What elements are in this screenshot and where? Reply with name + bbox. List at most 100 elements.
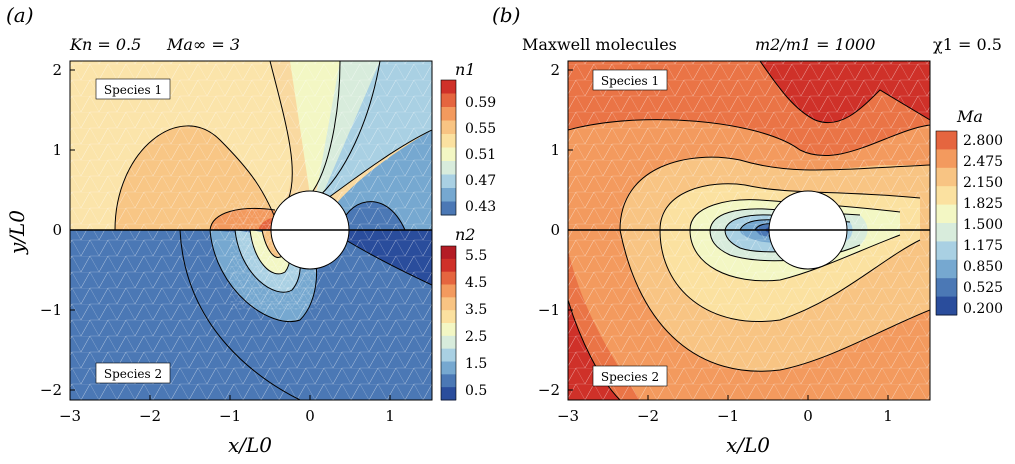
panel-a-ytick: −1 [40,301,62,319]
panel-a-colorbar-n2-swatch [441,335,456,350]
panel-a-colorbar-n1: n1 0.59 0.55 0.51 0.47 0.43 [440,60,496,216]
panel-a-mach-caption: Ma∞ = 3 [166,35,240,54]
panel-b-species2-label-box [592,365,668,387]
panel-a-colorbar-n2-swatch [441,258,456,273]
panel-a: (a) Kn = 0.5 Ma∞ = 3 [5,3,496,457]
panel-a-colorbar-n1-tick: 0.51 [465,147,496,163]
panel-a-xtick: −1 [219,407,241,425]
panel-b-colorbar-ma-swatches [936,131,957,316]
panel-a-label: (a) [6,3,34,27]
panel-a-colorbar-n2-swatch [441,348,456,362]
panel-a-colorbar-n1-swatch [441,201,456,216]
panel-b-colorbar-ma-tick: 2.475 [963,154,1003,170]
panel-a-ytick: 0 [52,221,62,239]
panel-b-colorbar-ma: Ma 2.800 2.475 2.150 1.825 1.500 1.175 0… [935,107,1003,317]
panel-b-x-axis-label: x/L0 [726,433,770,457]
panel-a-colorbar-n1-swatch [441,120,456,135]
panel-b-label: (b) [492,3,520,27]
panel-b-colorbar-ma-swatch [936,241,957,261]
panel-a-colorbar-n2-swatch [441,374,456,388]
panel-b-colorbar-ma-swatch [936,131,957,150]
panel-b-colorbar-ma-tick: 0.850 [963,259,1003,275]
panel-a-colorbar-n1-swatch [441,107,456,121]
panel-a-colorbar-n2: n2 5.5 4.5 3.5 2.5 1.5 0.5 [440,225,487,401]
panel-a-ytick: 2 [52,61,62,79]
panel-a-colorbar-n2-swatch [441,323,456,337]
panel-b-colorbar-ma-swatch [936,296,957,316]
panel-a-knudsen-caption: Kn = 0.5 [69,35,141,54]
panel-b-colorbar-ma-tick: 0.200 [963,301,1003,317]
panel-a-plot-area [70,61,432,400]
panel-a-colorbar-n2-tick: 1.5 [465,356,487,372]
panel-b-colorbar-ma-swatch [936,204,957,224]
panel-b-colorbar-ma-tick: 1.175 [963,238,1003,254]
panel-a-x-axis: −3 −2 −1 0 1 [59,395,395,425]
panel-a-xtick: −3 [59,407,81,425]
panel-b-mass-caption: m2/m1 = 1000 [755,35,875,54]
panel-b-ytick: 0 [550,221,560,239]
panel-a-colorbar-n2-swatch [441,284,456,298]
panel-b-contour-lines [568,61,930,400]
panel-a-xtick: −2 [139,407,161,425]
panel-a-ytick: 1 [52,141,62,159]
panel-a-colorbar-n2-swatch [441,271,456,285]
panel-a-species2-label-box [95,362,171,384]
panel-a-colorbar-n2-swatch [441,361,456,375]
panel-a-colorbar-n1-tick: 0.47 [465,173,496,189]
panel-a-y-axis: 2 1 0 −1 −2 [40,61,75,399]
panel-b-ytick: 2 [550,61,560,79]
panel-b-colorbar-ma-swatch [936,186,957,206]
panel-b-ytick: −1 [538,301,560,319]
panel-a-colorbar-n1-swatch [441,161,456,175]
panel-b-colorbar-ma-tick: 1.825 [963,196,1003,212]
panel-a-colorbar-n2-tick: 5.5 [465,248,487,264]
panel-a-colorbar-n2-tick: 0.5 [465,383,487,399]
panel-b-colorbar-ma-swatch [936,278,957,298]
panel-a-colorbar-n2-swatch [441,246,456,260]
panel-a-colorbar-n2-tick: 3.5 [465,302,487,318]
panel-b-colorbar-ma-swatch [936,223,957,242]
panel-a-xtick: 0 [305,407,315,425]
panel-b-chi-caption: χ1 = 0.5 [933,35,1002,54]
panel-a-colorbar-n1-swatch [441,174,456,189]
panel-a-colorbar-n1-swatches [441,80,456,216]
panel-b-ytick: −2 [538,381,560,399]
panel-a-y-axis-label: y/L0 [5,210,29,255]
panel-a-colorbar-n2-swatch [441,297,456,311]
panel-a-colorbar-n1-swatch [441,80,456,94]
panel-b-species1-label: Species 1 [601,74,659,88]
panel-b-xtick: 0 [803,407,813,425]
panel-b-colorbar-ma-tick: 2.800 [963,133,1003,149]
panel-b: (b) Maxwell molecules m2/m1 = 1000 χ1 = … [492,3,1003,457]
panel-b-y-axis: 2 1 0 −1 −2 [538,61,573,399]
panel-a-colorbar-n1-tick: 0.43 [465,199,496,215]
panel-a-colorbar-n2-swatch [441,387,456,401]
panel-b-plot-area [568,61,930,400]
panel-a-colorbar-n1-tick: 0.59 [465,95,496,111]
panel-b-colorbar-ma-swatch [936,259,957,279]
panel-a-colorbar-n1-title: n1 [455,60,475,79]
panel-a-colorbar-n1-swatch [441,134,456,148]
panel-a-x-axis-label: x/L0 [228,433,272,457]
panel-b-species1-label-box [592,69,668,91]
panel-b-species2-label: Species 2 [601,370,659,384]
panel-b-xtick: −3 [557,407,579,425]
panel-b-colorbar-ma-tick: 0.525 [963,280,1003,296]
panel-b-xtick: −2 [637,407,659,425]
panel-a-species1-label: Species 1 [104,83,162,97]
panel-b-colorbar-ma-title: Ma [956,107,983,126]
panel-a-colorbar-n2-tick: 2.5 [465,329,487,345]
panel-b-ytick: 1 [550,141,560,159]
panel-b-model-caption: Maxwell molecules [522,35,677,54]
panel-a-species1-label-box [95,78,171,100]
panel-b-x-axis: −3 −2 −1 0 1 [557,395,893,425]
panel-a-species2-label: Species 2 [104,367,162,381]
panel-b-colorbar-ma-swatch [936,167,957,187]
panel-a-colorbar-n2-swatches [441,246,456,401]
panel-b-colorbar-ma-swatch [936,149,957,169]
panel-b-xtick: −1 [717,407,739,425]
panel-b-colorbar-ma-tick: 1.500 [963,217,1003,233]
panel-b-colorbar-ma-tick: 2.150 [963,175,1003,191]
panel-a-colorbar-n1-swatch [441,147,456,162]
panel-a-colorbar-n1-swatch [441,93,456,108]
